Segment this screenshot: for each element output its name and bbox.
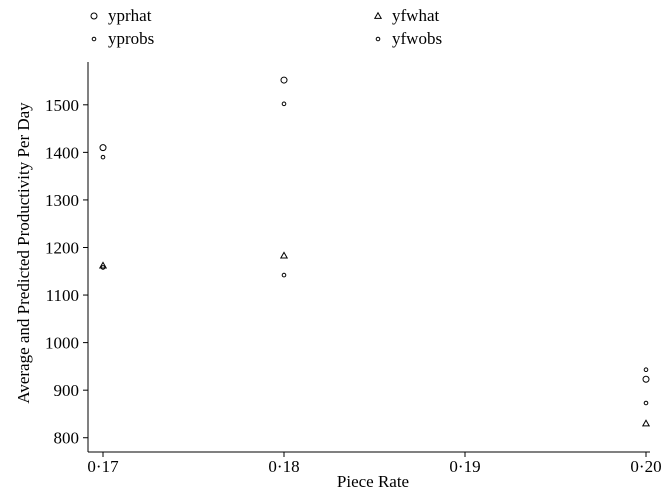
legend: yprhat yprobs yfwhat yfwobs — [90, 6, 442, 48]
y-tick-label: 1300 — [45, 191, 79, 210]
y-tick-label: 1100 — [46, 286, 79, 305]
y-tick-label: 1000 — [45, 334, 79, 353]
point-yprobs — [643, 367, 649, 373]
legend-marker-yprhat — [90, 12, 98, 20]
legend-label-yprobs: yprobs — [108, 29, 154, 48]
y-tick-label: 1500 — [45, 96, 79, 115]
x-tick-label: 0·17 — [87, 457, 119, 476]
legend-marker-yprobs — [91, 36, 97, 42]
legend-marker-yfwobs — [375, 36, 381, 42]
y-tick-label: 1200 — [45, 238, 79, 257]
y-ticks: 800 900 1000 1100 1200 1300 1400 1500 — [45, 96, 88, 448]
point-yfwobs — [281, 272, 287, 278]
axes — [87, 62, 650, 453]
x-tick-label: 0·18 — [268, 457, 299, 476]
data-points — [98, 76, 651, 427]
legend-label-yprhat: yprhat — [108, 6, 152, 25]
y-axis-label: Average and Predicted Productivity Per D… — [14, 102, 33, 404]
point-yprobs — [100, 154, 106, 160]
point-yfwobs — [643, 400, 649, 406]
point-yprobs — [281, 101, 287, 107]
x-tick-label: 0·20 — [630, 457, 661, 476]
point-yfwhat — [98, 261, 108, 269]
y-tick-label: 900 — [54, 381, 80, 400]
point-yfwobs — [100, 265, 106, 270]
legend-label-yfwobs: yfwobs — [392, 29, 442, 48]
x-axis-label: Piece Rate — [337, 472, 409, 491]
point-yprhat — [99, 144, 107, 152]
point-yprhat — [280, 76, 288, 84]
x-tick-label: 0·19 — [449, 457, 480, 476]
legend-label-yfwhat: yfwhat — [392, 6, 439, 25]
point-yprhat — [642, 375, 650, 383]
x-ticks: 0·17 0·18 0·19 0·20 — [87, 452, 662, 476]
point-yfwhat — [641, 419, 651, 427]
y-tick-label: 800 — [54, 429, 80, 448]
legend-marker-yfwhat — [373, 11, 383, 19]
y-tick-label: 1400 — [45, 143, 79, 162]
point-yfwhat — [279, 251, 289, 259]
